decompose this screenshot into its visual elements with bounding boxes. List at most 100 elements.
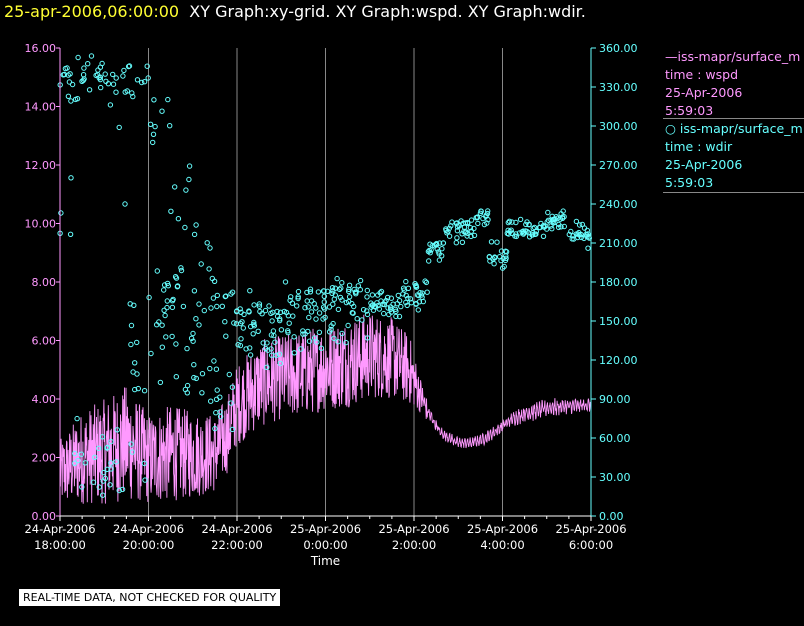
wdir-point [196, 301, 202, 307]
y-left-tick-label: 8.00 [32, 276, 57, 289]
wdir-point [175, 216, 182, 222]
wdir-point [199, 371, 206, 377]
wdir-point [405, 285, 412, 291]
wdir-point [285, 328, 291, 334]
wdir-point [463, 229, 469, 235]
wdir-point [169, 304, 176, 311]
wdir-point [400, 291, 406, 297]
legend-wdir: ○ iss-mapr/surface_m time : wdir 25-Apr-… [665, 120, 804, 192]
wdir-point [68, 175, 74, 181]
wdir-point [243, 346, 249, 352]
wdir-point [530, 232, 536, 238]
wdir-point [508, 227, 514, 233]
wdir-point [191, 288, 198, 294]
wdir-point [75, 54, 81, 61]
wdir-point [359, 317, 365, 323]
wdir-point [64, 65, 70, 71]
y-right-tick-label: 240.00 [599, 198, 638, 211]
wdir-point [550, 220, 556, 226]
wdir-point [134, 339, 140, 346]
wdir-point [86, 87, 93, 93]
wdir-point [368, 304, 374, 310]
wdir-point [214, 292, 221, 299]
wdir-point [167, 123, 173, 129]
wdir-point [237, 306, 243, 312]
wdir-point [398, 303, 404, 310]
legend-wdir-date: 25-Apr-2006 [665, 157, 743, 172]
wdir-point [210, 295, 217, 301]
wdir-point [129, 449, 136, 455]
legend-wspd-time: 5:59:03 [665, 103, 714, 118]
wdir-point [190, 330, 196, 337]
wdir-point [161, 307, 167, 313]
axes: 0.00 2.00 4.00 6.00 8.00 10.00 12.00 14.00 16.00… [24, 42, 637, 568]
wdir-point [108, 460, 114, 466]
wdir-point [286, 320, 292, 326]
wdir-point [264, 340, 270, 346]
y-right-tick-label: 180.00 [599, 276, 638, 289]
x-tick-label-date: 24-Apr-2006 [201, 522, 272, 536]
x-axis-label: Time [310, 554, 340, 568]
wdir-point [113, 89, 119, 95]
wdir-point [375, 302, 381, 309]
wdir-point [383, 297, 389, 304]
wdir-point [471, 232, 478, 239]
x-tick-label-time: 4:00:00 [480, 538, 524, 552]
wdir-point [393, 313, 399, 320]
wdir-point [223, 333, 229, 339]
wdir-point [478, 208, 484, 215]
y-left-tick-label: 4.00 [32, 393, 57, 406]
wdir-point [294, 303, 300, 309]
wdir-point [79, 78, 85, 85]
wdir-point [100, 469, 107, 476]
y-right-tick-label: 360.00 [599, 42, 638, 55]
wdir-point [306, 338, 313, 344]
wdir-point [424, 289, 430, 295]
wdir-point [376, 306, 382, 312]
wdir-point [247, 352, 254, 358]
wdir-point [351, 286, 357, 293]
wdir-point [295, 294, 301, 300]
wdir-point [485, 217, 491, 223]
wdir-point [251, 319, 257, 326]
y-right-tick-label: 30.00 [599, 471, 631, 484]
wdir-point [198, 261, 204, 267]
wdir-point [278, 327, 285, 333]
x-tick-label-date: 24-Apr-2006 [24, 522, 95, 536]
wdir-point [468, 233, 474, 240]
wdir-point [405, 295, 411, 302]
wdir-point [228, 400, 234, 406]
wdir-point [184, 345, 190, 352]
wdir-point [332, 285, 338, 291]
x-tick-label-time: 6:00:00 [569, 538, 613, 552]
legend-wdir-field: time : wdir [665, 139, 733, 154]
wdir-point [439, 253, 445, 259]
wdir-point [257, 308, 263, 315]
wdir-point [291, 334, 297, 340]
x-tick-label-date: 25-Apr-2006 [467, 522, 538, 536]
wdir-point [247, 345, 253, 351]
wdir-point [226, 371, 233, 378]
wdir-point [585, 245, 591, 251]
wdir-point [300, 328, 306, 334]
wdir-point [494, 239, 500, 245]
wdir-point [314, 339, 320, 345]
wdir-point [578, 231, 584, 238]
wdir-point [85, 61, 91, 67]
wdir-point [521, 230, 527, 236]
wdir-point [573, 218, 580, 225]
wdir-point [132, 386, 138, 393]
wdir-point [423, 279, 430, 286]
wdir-point [130, 93, 136, 100]
wdir-point [345, 322, 351, 329]
wdir-point [150, 139, 156, 146]
wdir-point [415, 307, 421, 313]
y-right-tick-label: 90.00 [599, 393, 631, 406]
quality-disclaimer: REAL-TIME DATA, NOT CHECKED FOR QUALITY [19, 589, 281, 606]
wdir-point [444, 230, 450, 236]
wdir-point [152, 123, 158, 130]
y-left-tick-label: 6.00 [32, 335, 57, 348]
wdir-point [141, 388, 148, 394]
wdir-point [67, 231, 74, 238]
graph-title: 25-apr-2006,06:00:00 XY Graph:xy-grid. X… [4, 2, 586, 21]
